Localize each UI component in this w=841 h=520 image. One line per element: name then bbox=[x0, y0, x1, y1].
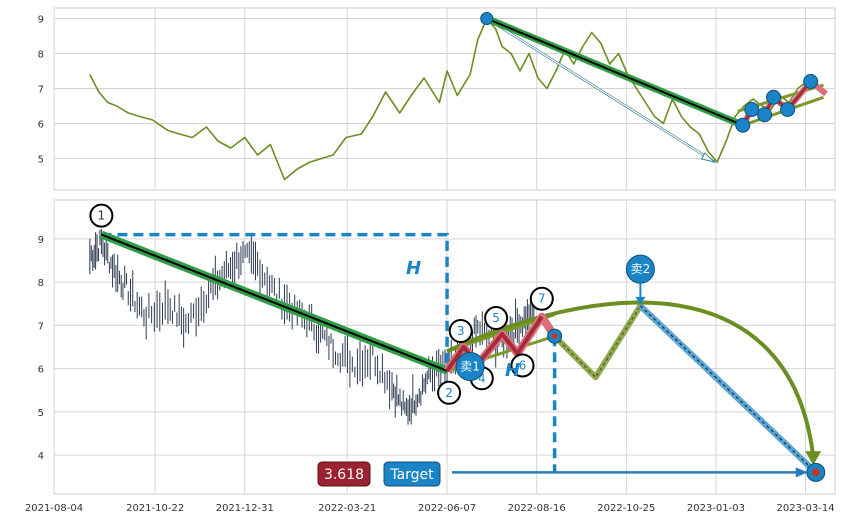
top-zigzag-dot bbox=[744, 102, 760, 117]
signal-circle bbox=[455, 351, 485, 381]
top-zigzag-dot bbox=[803, 74, 819, 89]
top-zigzag-dot bbox=[735, 117, 751, 133]
h-dashed-measure bbox=[101, 232, 449, 371]
zigzag-red bbox=[445, 315, 544, 372]
top-y-tick-labels: 5 6 7 8 9 bbox=[38, 15, 44, 166]
pattern-point-circle bbox=[448, 319, 473, 343]
signals: 卖1 卖2 bbox=[455, 254, 655, 381]
projection-blue-dash bbox=[639, 305, 817, 473]
pattern-point-label: 2 bbox=[445, 386, 453, 400]
fib-value-text: 3.618 bbox=[324, 467, 364, 483]
bottom-y-tick-label: 5 bbox=[38, 408, 44, 419]
h2-label: H bbox=[505, 360, 520, 381]
top-overlay bbox=[480, 12, 828, 164]
top-zigzag-dot bbox=[766, 89, 782, 105]
pattern-point-label: 7 bbox=[538, 292, 546, 306]
bottom-trend-black bbox=[101, 233, 448, 372]
pattern-point-label: 5 bbox=[492, 311, 500, 325]
fib-value-badge-bg bbox=[317, 461, 371, 487]
x-tick-label: 2021-12-31 bbox=[216, 503, 274, 514]
top-zigzag-dot bbox=[780, 102, 796, 117]
projection-arc-arrowhead bbox=[805, 451, 822, 466]
projection-start-dot-core bbox=[551, 333, 558, 340]
x-tick-label: 2023-03-14 bbox=[776, 503, 834, 514]
pattern-point-circle bbox=[89, 203, 114, 228]
x-tick-label: 2021-10-22 bbox=[126, 503, 184, 514]
x-tick-label: 2023-01-03 bbox=[687, 503, 745, 514]
pattern-point-circle bbox=[484, 306, 509, 331]
top-y-tick-label: 6 bbox=[38, 120, 44, 131]
pattern-point-circle bbox=[510, 353, 535, 378]
bottom-y-tick-label: 4 bbox=[38, 451, 44, 462]
bottom-y-tick-label: 7 bbox=[38, 321, 44, 332]
top-series bbox=[89, 17, 817, 181]
projection-olive-dash bbox=[554, 305, 641, 379]
top-zigzag-dot bbox=[757, 107, 773, 123]
pattern-point-label: 6 bbox=[519, 358, 527, 372]
target-arrowhead bbox=[795, 467, 808, 478]
top-arrow-head bbox=[700, 152, 717, 163]
pattern-point-label: 1 bbox=[98, 209, 106, 223]
top-panel-frame bbox=[53, 7, 836, 191]
target-badge: Target bbox=[383, 461, 441, 487]
top-trend-black bbox=[486, 17, 744, 127]
top-y-tick-label: 7 bbox=[38, 85, 44, 96]
x-tick-label: 2022-06-07 bbox=[418, 503, 476, 514]
bottom-y-tick-label: 8 bbox=[38, 278, 44, 289]
top-y-tick-label: 8 bbox=[38, 50, 44, 61]
target-text: Target bbox=[389, 467, 434, 483]
bottom-y-tick-label: 9 bbox=[38, 235, 44, 246]
pattern-point-label: 3 bbox=[457, 324, 465, 338]
target-badge-bg bbox=[383, 461, 441, 487]
top-price-line bbox=[89, 17, 817, 181]
top-y-tick-label: 9 bbox=[38, 15, 44, 26]
x-tick-label: 2022-08-16 bbox=[508, 503, 566, 514]
bottom-overlay bbox=[99, 230, 826, 482]
h-label: H bbox=[406, 258, 421, 279]
fib-value-badge: 3.618 bbox=[317, 461, 371, 487]
signal-label: 卖1 bbox=[460, 359, 480, 373]
pattern-point-label: 4 bbox=[478, 371, 486, 385]
projection-arc bbox=[446, 300, 816, 458]
x-tick-label: 2022-10-25 bbox=[597, 503, 655, 514]
top-arrow-inner bbox=[486, 17, 715, 163]
top-panel: 5 6 7 8 9 bbox=[38, 7, 836, 191]
x-tick-label: 2021-08-04 bbox=[25, 503, 83, 514]
top-y-tick-label: 5 bbox=[38, 155, 44, 166]
signal-label: 卖2 bbox=[631, 262, 651, 276]
top-start-dot bbox=[480, 12, 494, 25]
x-tick-labels: 2021-08-04 2021-10-22 2021-12-31 2022-03-21… bbox=[25, 503, 835, 514]
bottom-y-tick-label: 6 bbox=[38, 365, 44, 376]
pattern-point-circle bbox=[437, 380, 462, 405]
signal-pointer-head bbox=[635, 296, 646, 305]
pattern-point-circle bbox=[529, 286, 554, 311]
x-tick-label: 2022-03-21 bbox=[318, 503, 376, 514]
target-dot-core bbox=[811, 468, 820, 477]
bottom-y-tick-labels: 4 5 6 7 8 9 bbox=[38, 235, 44, 462]
bottom-panel-frame bbox=[53, 199, 836, 495]
